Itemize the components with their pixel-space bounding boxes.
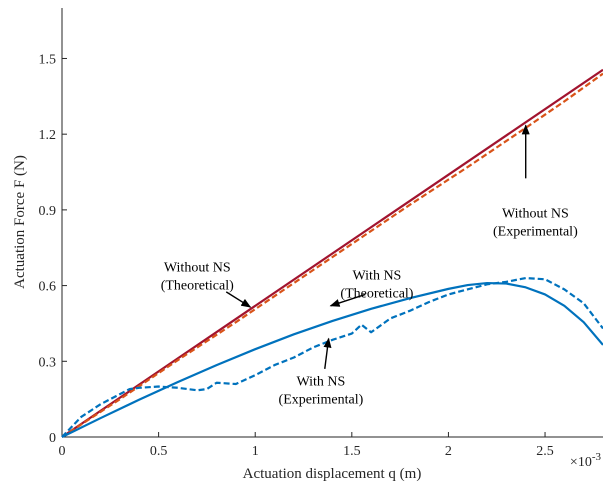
plot-area: 0 0.5 1 1.5 2 2.5 0 0.3 0.6 0.9 1.2 1.5 Without NS (T… — [39, 8, 603, 459]
y-tick-label: 0.3 — [39, 355, 57, 370]
annotation-with-ns-theoretical: With NS (Theoretical) — [340, 268, 413, 301]
series-line-1 — [61, 68, 603, 438]
x-tick-label: 1.5 — [343, 444, 361, 459]
annotation-without-ns-experimental: Without NS (Experimental) — [493, 206, 578, 239]
x-axis-label: Actuation displacement q (m) — [243, 466, 422, 482]
x-axis-exponent: ×10-3 — [570, 451, 602, 470]
series-line-4 — [61, 276, 603, 438]
x-tick-label: 2.5 — [536, 444, 554, 459]
annotation-arrow — [329, 293, 366, 307]
y-tick-label: 0 — [49, 431, 56, 446]
y-tick-label: 0.9 — [39, 204, 57, 219]
annotation-without-ns-theoretical: Without NS (Theoretical) — [161, 261, 234, 294]
series-line-3 — [61, 281, 603, 438]
annotation-arrow — [225, 291, 252, 308]
y-tick-label: 1.5 — [39, 52, 57, 67]
series-line-2 — [61, 72, 603, 438]
x-tick-label: 0 — [59, 444, 66, 459]
y-tick-label: 1.2 — [39, 128, 57, 143]
x-tick-label: 0.5 — [150, 444, 168, 459]
x-tick-label: 1 — [252, 444, 259, 459]
y-axis-label: Actuation Force F (N) — [12, 155, 28, 289]
x-tick-label: 2 — [445, 444, 452, 459]
y-tick-label: 0.6 — [39, 280, 57, 295]
annotation-arrow — [323, 337, 332, 369]
annotation-with-ns-experimental: With NS (Experimental) — [279, 374, 364, 407]
